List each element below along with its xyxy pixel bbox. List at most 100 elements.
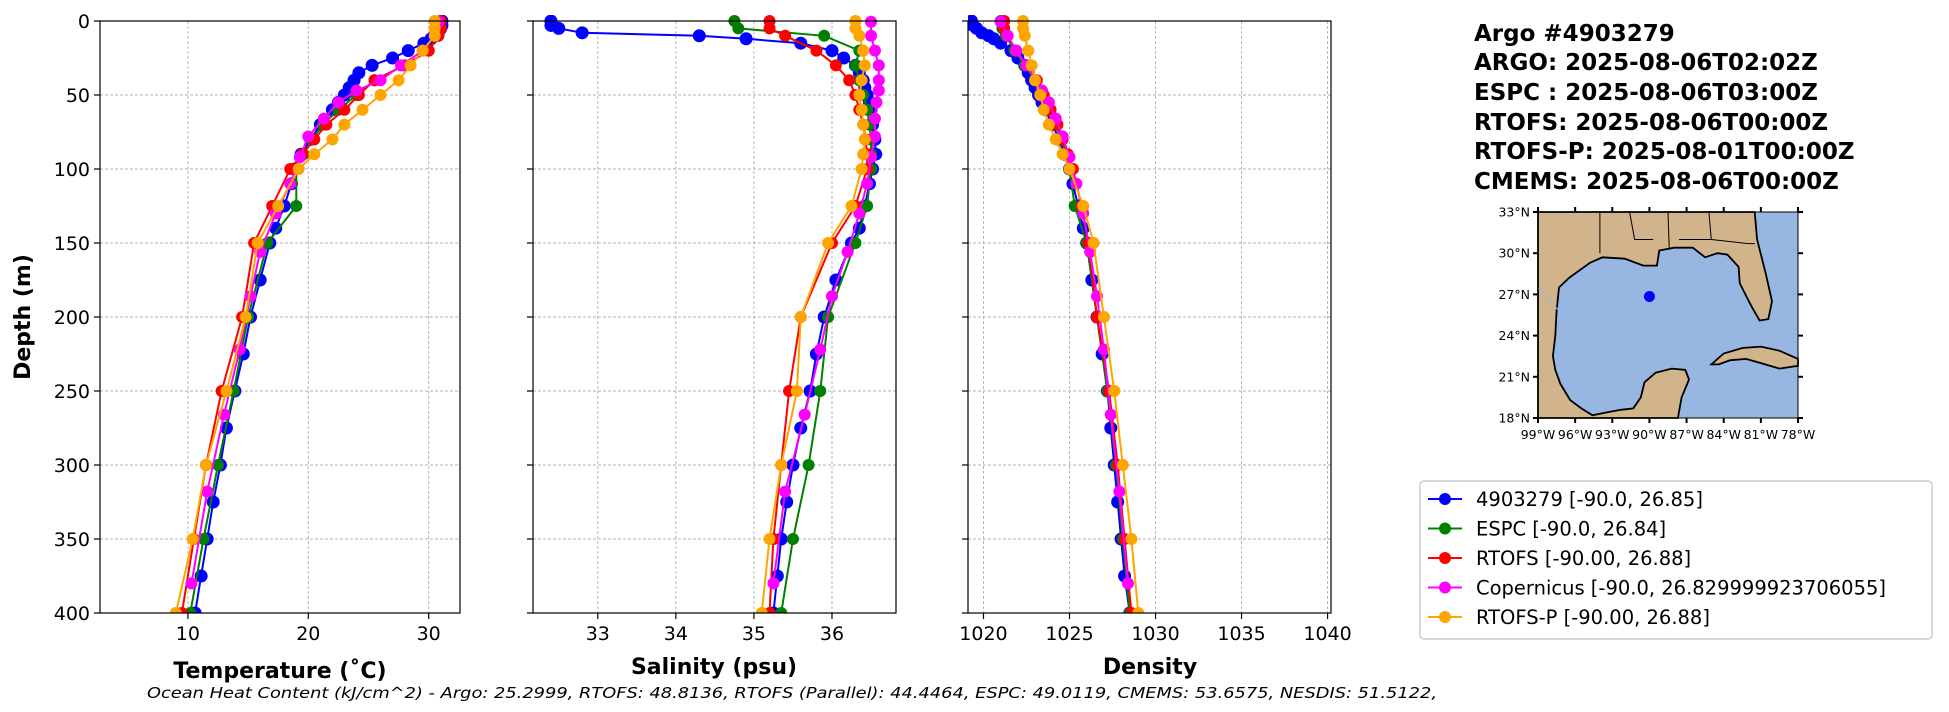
series-group	[968, 15, 1145, 613]
ocean-heat-content-footer: Ocean Heat Content (kJ/cm^2) - Argo: 25.…	[147, 684, 1437, 702]
data-point-RTOFS-P	[220, 385, 233, 397]
y-tick-label: 300	[54, 455, 90, 477]
data-point-RTOFS	[829, 59, 842, 72]
data-point-Copernicus	[872, 74, 885, 87]
data-point-Copernicus	[1001, 29, 1014, 42]
data-point-RTOFS	[284, 163, 297, 175]
data-point-RTOFS-P	[1022, 44, 1035, 57]
data-point-RTOFS-P	[857, 148, 870, 161]
legend-item-RTOFS-P: RTOFS-P [-90.00, 26.88]	[1428, 606, 1710, 629]
data-point-RTOFS-P	[169, 607, 182, 613]
y-tick-label: 150	[54, 233, 90, 255]
legend-item-4903279: 4903279 [-90.0, 26.85]	[1428, 488, 1703, 511]
legend-marker	[1439, 552, 1451, 564]
data-point-RTOFS-P	[186, 533, 199, 545]
data-point-RTOFS-P	[392, 74, 405, 87]
y-tick-label: 200	[54, 307, 90, 329]
data-point-RTOFS-P	[374, 89, 387, 101]
map-lon-label: 87°W	[1669, 427, 1704, 442]
map-lon-label: 99°W	[1521, 427, 1556, 442]
x-axis-label-temperature: Temperature (˚C)	[173, 659, 386, 684]
data-point-Copernicus	[994, 15, 1007, 28]
data-point-Copernicus	[814, 343, 827, 356]
series-line-Copernicus	[999, 21, 1129, 584]
x-axis-label-salinity: Salinity (psu)	[631, 655, 797, 680]
data-point-RTOFS-P	[1034, 89, 1047, 101]
data-point-RTOFS-P	[845, 200, 858, 212]
x-tick-label: 35	[742, 623, 766, 645]
data-point-RTOFS-P	[199, 459, 212, 471]
data-point-RTOFS-P	[356, 103, 369, 116]
data-point-4903279	[365, 58, 379, 72]
data-point-RTOFS-P	[292, 163, 305, 175]
data-point-4903279	[786, 458, 800, 472]
x-tick-label: 1025	[1045, 623, 1093, 645]
data-point-RTOFS-P	[855, 74, 868, 87]
legend-label: RTOFS [-90.00, 26.88]	[1476, 547, 1691, 570]
data-point-Copernicus	[841, 245, 854, 258]
title-line-rtofsp-time: RTOFS-P: 2025-08-01T00:00Z	[1474, 139, 1855, 165]
map-lon-label: 96°W	[1558, 427, 1593, 442]
data-point-Copernicus	[868, 44, 881, 57]
data-point-RTOFS-P	[1125, 533, 1138, 545]
data-point-ESPC	[849, 237, 862, 249]
legend-marker	[1439, 581, 1451, 594]
data-point-Copernicus	[868, 130, 881, 143]
data-point-RTOFS-P	[1132, 607, 1145, 613]
title-block: Argo #4903279 ARGO: 2025-08-06T02:02Z ES…	[1474, 21, 1855, 195]
data-point-RTOFS-P	[775, 459, 788, 471]
location-map: 33°N 30°N 27°N 24°N 21°N 18°N99°W 96°W 93°W 90°W…	[1498, 205, 1815, 443]
data-point-RTOFS-P	[794, 311, 807, 323]
data-point-Copernicus	[374, 74, 387, 87]
map-lon-label: 84°W	[1706, 427, 1741, 442]
data-point-Copernicus	[1113, 485, 1126, 498]
x-tick-label: 1040	[1303, 623, 1351, 645]
data-point-4903279	[692, 29, 706, 43]
y-tick-label: 50	[66, 85, 90, 107]
legend-marker	[1439, 611, 1451, 623]
x-tick-label: 1035	[1217, 623, 1265, 645]
y-tick-label: 0	[78, 11, 90, 33]
x-tick-label: 1030	[1131, 623, 1179, 645]
data-point-RTOFS-P	[790, 385, 803, 397]
data-point-RTOFS-P	[428, 29, 441, 42]
title-line-rtofs-time: RTOFS: 2025-08-06T00:00Z	[1474, 110, 1828, 136]
data-point-4903279	[837, 51, 851, 65]
x-axis-label-density: Density	[1103, 655, 1197, 680]
legend-label: Copernicus [-90.0, 26.829999923706055]	[1476, 577, 1886, 600]
data-point-RTOFS-P	[858, 59, 871, 72]
data-point-4903279	[739, 32, 753, 46]
legend-item-RTOFS: RTOFS [-90.00, 26.88]	[1428, 547, 1691, 570]
data-point-Copernicus	[1121, 577, 1134, 590]
map-lat-label: 21°N	[1498, 369, 1530, 384]
data-point-Copernicus	[201, 485, 214, 498]
data-point-Copernicus	[767, 577, 780, 590]
legend-marker	[1439, 493, 1451, 505]
map-state-border	[1667, 211, 1670, 248]
x-tick-label: 34	[664, 623, 688, 645]
legend-marker	[1439, 522, 1451, 535]
data-point-RTOFS-P	[855, 103, 868, 116]
legend-label: RTOFS-P [-90.00, 26.88]	[1476, 606, 1710, 629]
data-point-RTOFS-P	[251, 237, 264, 249]
data-point-Copernicus	[332, 96, 345, 109]
x-tick-label: 30	[417, 623, 441, 645]
data-point-Copernicus	[825, 290, 838, 303]
data-point-RTOFS-P	[1108, 385, 1121, 397]
data-point-Copernicus	[317, 112, 330, 125]
data-point-RTOFS-P	[855, 163, 868, 175]
series-group	[169, 15, 449, 613]
series-group	[544, 15, 885, 613]
title-line-argo-time: ARGO: 2025-08-06T02:02Z	[1474, 50, 1818, 76]
data-point-RTOFS-P	[1116, 459, 1129, 471]
y-axis-label: Depth (m)	[11, 254, 36, 380]
data-point-Copernicus	[244, 290, 257, 303]
data-point-ESPC	[861, 200, 874, 212]
data-point-RTOFS-P	[1029, 74, 1042, 87]
data-point-RTOFS-P	[416, 44, 429, 57]
map-lat-label: 33°N	[1498, 205, 1530, 220]
title-line-espc-time: ESPC : 2025-08-06T03:00Z	[1474, 80, 1818, 106]
legend-item-Copernicus: Copernicus [-90.0, 26.829999923706055]	[1428, 577, 1886, 600]
